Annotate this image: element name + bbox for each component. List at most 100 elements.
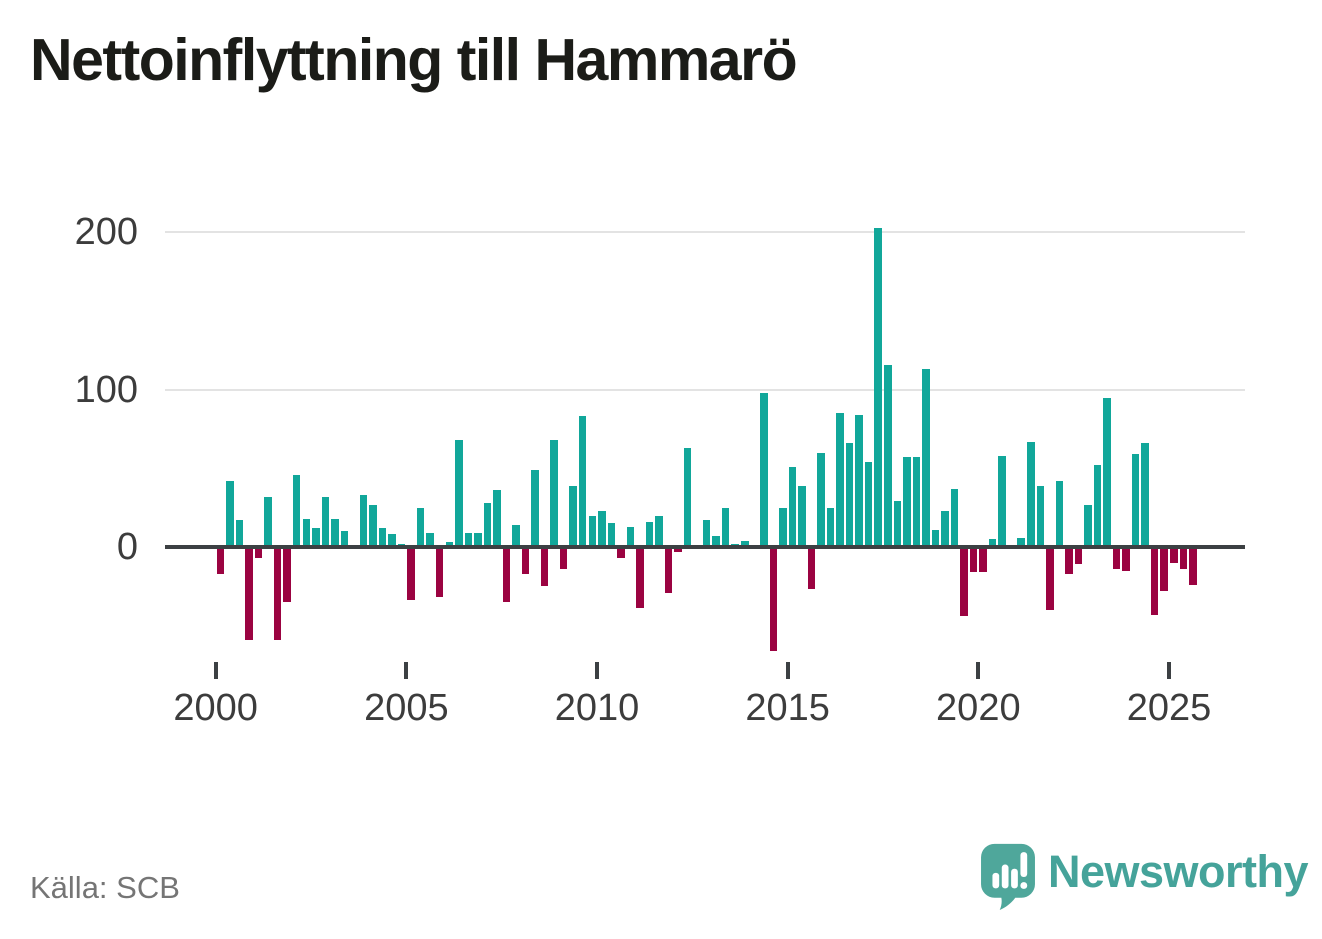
bar-positive (855, 414, 863, 547)
bar-negative (617, 547, 625, 558)
bar-negative (674, 547, 682, 552)
bar-negative (664, 547, 673, 593)
bar-positive (512, 524, 520, 547)
page-title: Nettoinflyttning till Hammarö (30, 27, 798, 93)
bar-negative (1074, 547, 1083, 565)
x-axis-tick (404, 662, 409, 679)
source-text: Källa: SCB (30, 870, 180, 905)
bar-positive (721, 507, 730, 547)
x-axis-tick (976, 662, 981, 679)
bar-negative (969, 547, 978, 573)
bar-positive (340, 531, 349, 547)
bar-negative (502, 547, 511, 603)
bar-positive (226, 480, 234, 547)
bar-positive (655, 515, 663, 547)
bar-positive (1036, 485, 1045, 547)
bar-negative (807, 547, 816, 590)
bar-negative (1065, 547, 1073, 574)
bar-negative (283, 547, 291, 603)
bar-positive (864, 462, 873, 547)
x-axis-label: 2015 (745, 687, 830, 729)
bar-negative (540, 547, 549, 587)
x-axis-label: 2000 (173, 687, 258, 729)
bar-positive (836, 413, 844, 547)
x-axis-tick (213, 662, 218, 679)
x-axis-tick (1167, 662, 1171, 679)
x-axis-tick (785, 662, 790, 679)
bar-positive (826, 507, 835, 547)
speech-bubble-bar-chart-icon (981, 843, 1035, 910)
bar-positive (798, 485, 806, 547)
bar-positive (874, 227, 882, 547)
bar-positive (550, 440, 558, 547)
bar-positive (884, 364, 892, 547)
bar-negative (1160, 547, 1168, 592)
bar-positive (845, 443, 854, 547)
bar-positive (388, 534, 396, 547)
bar-positive (331, 518, 339, 547)
bar-positive (817, 452, 825, 547)
bar-positive (931, 529, 940, 547)
bar-positive (607, 523, 616, 547)
bar-positive (922, 369, 930, 547)
bar-positive (712, 535, 720, 547)
brand-wordmark: Newsworthy (1048, 846, 1309, 897)
bar-positive (588, 515, 596, 547)
bar-positive (741, 540, 749, 547)
bar-positive (760, 392, 768, 547)
x-axis-label: 2005 (364, 687, 449, 729)
bar-positive (941, 510, 949, 547)
bar-negative (273, 547, 282, 640)
x-axis-label: 2020 (936, 687, 1021, 729)
bar-positive (998, 455, 1006, 547)
bar-positive (369, 504, 377, 547)
bar-positive (235, 520, 244, 547)
bar-negative (245, 547, 253, 640)
bar-negative (1112, 547, 1121, 570)
bar-positive (455, 440, 463, 547)
bar-positive (626, 526, 635, 547)
bar-positive (893, 501, 902, 547)
bar-positive (302, 518, 310, 547)
bar-positive (1055, 480, 1064, 547)
bar-positive (474, 532, 482, 547)
bar-positive (1084, 504, 1092, 547)
bar-positive (1027, 441, 1035, 547)
bar-positive (378, 528, 387, 547)
bar-positive (359, 495, 368, 547)
bar-negative (769, 547, 778, 651)
bar-negative (1150, 547, 1159, 615)
bar-negative (1189, 547, 1197, 585)
bar-negative (979, 547, 987, 573)
bar-positive (1017, 537, 1025, 547)
bar-positive (598, 510, 606, 547)
bar-positive (464, 532, 473, 547)
y-axis-label: 0 (116, 526, 138, 568)
bar-negative (1170, 547, 1178, 563)
bar-negative (1122, 547, 1130, 571)
bar-positive (645, 521, 654, 547)
bar-positive (321, 496, 330, 547)
bar-negative (216, 547, 225, 574)
bar-positive (1093, 465, 1102, 547)
bar-positive (426, 532, 434, 547)
bar-negative (559, 547, 568, 570)
bar-positive (416, 507, 425, 547)
y-gridline (165, 388, 1245, 391)
bar-positive (988, 539, 997, 547)
bar-positive (493, 490, 501, 547)
bar-negative (521, 547, 530, 574)
bar-positive (578, 416, 587, 547)
bar-positive (1103, 397, 1111, 547)
bar-positive (264, 496, 272, 547)
bar-positive (569, 485, 577, 547)
x-axis-label: 2025 (1126, 687, 1212, 729)
x-axis-label: 2010 (554, 687, 640, 729)
bar-positive (903, 457, 911, 547)
bar-negative (1046, 547, 1054, 610)
bar-positive (483, 502, 492, 547)
bar-positive (1131, 454, 1140, 547)
bar-positive (445, 542, 453, 547)
bar-positive (950, 488, 959, 547)
